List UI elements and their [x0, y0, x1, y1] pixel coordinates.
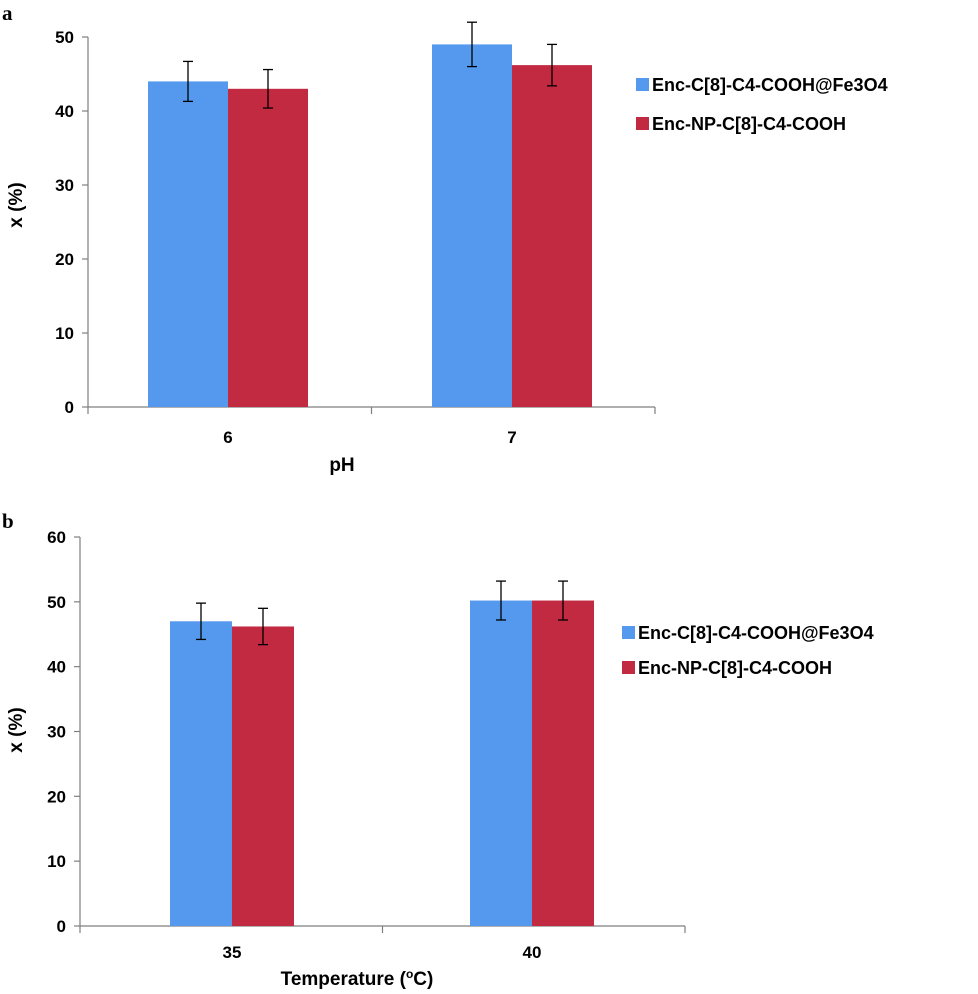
panel-b-y-tick-label: 10 [47, 852, 66, 871]
panel-a-y-axis-title: x (%) [6, 182, 27, 227]
panel-b-x-axis-title-suffix: C) [413, 969, 433, 990]
panel-b-x-axis-title-sup: o [406, 967, 413, 981]
panel-b-bar-40-series-2 [532, 600, 594, 926]
panel-a-bar-6-series-1 [148, 81, 228, 408]
panel-b-x-axis-title: Temperature (oC) [281, 967, 434, 990]
panel-a-bar-6-series-2 [228, 88, 308, 408]
panel-a-y-tick-label: 20 [55, 250, 74, 269]
panel-a-x-tick-label: 7 [507, 428, 516, 447]
panel-a-x-axis-title: pH [329, 455, 354, 476]
panel-a-y-tick-label: 30 [55, 176, 74, 195]
panel-a-x-tick-label: 6 [223, 428, 232, 447]
panel-b-y-tick-label: 0 [57, 917, 66, 936]
panel-b-y-tick-label: 60 [47, 528, 66, 547]
panel-b-legend-label-1: Enc-C[8]-C4-COOH@Fe3O4 [638, 623, 874, 643]
panel-a-legend-label-2: Enc-NP-C[8]-C4-COOH [652, 114, 846, 134]
panel-a-y-tick-label: 10 [55, 324, 74, 343]
panel-b-x-tick-label: 40 [523, 943, 542, 962]
panel-b-y-tick-label: 20 [47, 787, 66, 806]
panel-a-legend-swatch-1 [636, 78, 649, 91]
panel-b-x-tick-label: 35 [223, 943, 242, 962]
panel-a-y-tick-label: 0 [65, 398, 74, 417]
panel-a-legend-label-1: Enc-C[8]-C4-COOH@Fe3O4 [652, 75, 888, 95]
panel-b-letter: b [2, 509, 14, 533]
panel-b-y-axis-title: x (%) [6, 707, 27, 752]
panel-a-y-tick-label: 50 [55, 28, 74, 47]
panel-b-y-tick-label: 30 [47, 723, 66, 742]
panel-a-legend-swatch-2 [636, 117, 649, 130]
panel-a-letter: a [2, 1, 13, 25]
panel-b-bar-35-series-1 [170, 621, 232, 926]
panel-b-legend-label-2: Enc-NP-C[8]-C4-COOH [638, 658, 832, 678]
panel-b-bar-35-series-2 [232, 626, 294, 926]
panel-b-y-tick-label: 50 [47, 593, 66, 612]
panel-a-y-tick-label: 40 [55, 102, 74, 121]
panel-b-legend-swatch-2 [622, 661, 635, 674]
panel-b-chart: b x (%) Temperature (oC) 0 10 20 30 40 50 60 35… [2, 509, 874, 990]
panel-b-bar-40-series-1 [470, 600, 532, 926]
panel-a-y-axis-title-group: x (%) [6, 182, 27, 227]
panel-b-y-tick-label: 40 [47, 658, 66, 677]
panel-a-chart: a x (%) pH 0 10 20 30 40 50 6 7 Enc-C[8]-C4-COO… [2, 1, 888, 476]
panel-a-bar-7-series-2 [512, 65, 592, 408]
panel-b-legend-swatch-1 [622, 626, 635, 639]
panel-a-bar-7-series-1 [432, 44, 512, 408]
panel-b-x-axis-title-main: Temperature ( [281, 969, 407, 990]
